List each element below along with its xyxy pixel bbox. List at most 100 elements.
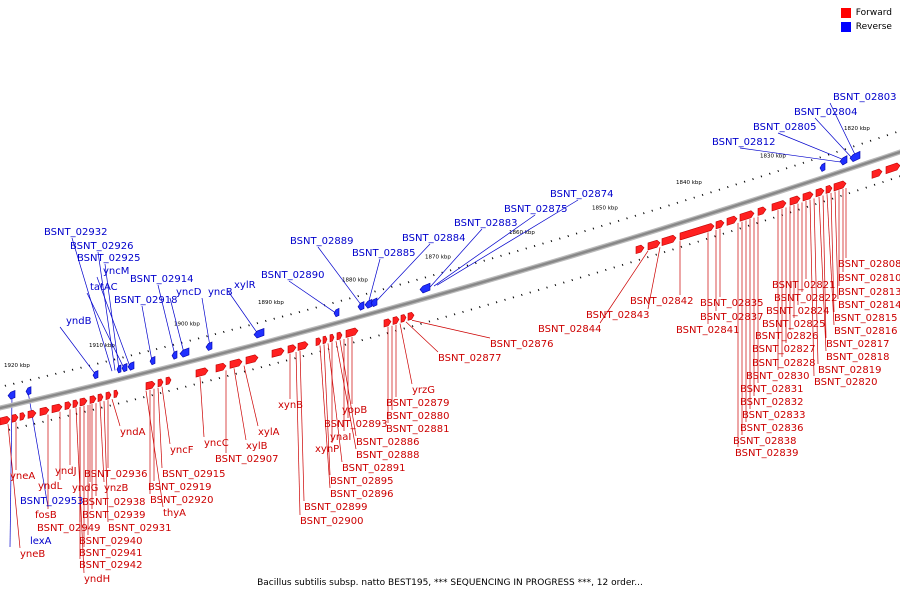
leader-line: [429, 228, 483, 288]
gene-label: yndB: [66, 316, 92, 327]
gene-label: BSNT_02880: [386, 411, 449, 422]
minor-tick: [651, 209, 654, 212]
minor-tick: [550, 239, 553, 243]
reverse-gene-arrow: [7, 390, 16, 400]
gene-label: BSNT_02907: [215, 454, 278, 465]
forward-gene-arrow: [802, 191, 814, 202]
leader-line: [299, 350, 305, 502]
gene-label: BSNT_02915: [162, 469, 225, 480]
gene-label: BSNT_02820: [814, 377, 877, 388]
minor-tick: [16, 426, 19, 429]
minor-tick: [445, 315, 448, 318]
gene-label: yncB: [208, 287, 233, 298]
forward-gene-arrow: [165, 376, 172, 386]
forward-gene-arrow: [271, 347, 285, 358]
forward-gene-arrow: [885, 162, 900, 175]
minor-tick: [361, 339, 364, 342]
minor-tick: [63, 370, 66, 373]
leader-line: [243, 365, 259, 427]
reverse-gene-arrow: [333, 307, 340, 318]
gene-label: yndG: [72, 483, 98, 494]
minor-tick: [226, 374, 229, 377]
minor-tick: [848, 192, 851, 195]
minor-tick: [252, 368, 254, 371]
forward-gene-arrow: [400, 314, 407, 323]
gene-label: BSNT_02925: [77, 253, 140, 264]
minor-tick: [235, 372, 238, 375]
minor-tick: [520, 293, 523, 296]
leader-line: [201, 297, 211, 347]
gene-label: BSNT_02941: [79, 548, 142, 559]
leader-line: [822, 195, 827, 339]
minor-tick: [642, 212, 645, 215]
minor-tick: [533, 244, 536, 248]
gene-label: BSNT_02830: [746, 371, 809, 382]
forward-gene-arrow: [215, 362, 227, 373]
gene-label: BSNT_02938: [82, 497, 145, 508]
minor-tick: [714, 235, 716, 238]
minor-tick: [8, 428, 11, 431]
minor-tick: [571, 278, 574, 282]
reverse-gene-arrow: [364, 298, 373, 309]
minor-tick: [340, 299, 343, 302]
gene-label: BSNT_02827: [752, 344, 815, 355]
minor-tick: [399, 283, 402, 286]
reverse-gene-arrow: [92, 370, 99, 380]
minor-tick: [407, 281, 410, 284]
minor-tick: [844, 148, 847, 151]
reverse-gene-arrow: [205, 341, 213, 351]
gene-label: BSNT_02893: [324, 419, 387, 430]
leader-line: [814, 117, 853, 159]
minor-tick: [243, 370, 246, 373]
minor-tick: [416, 278, 418, 281]
gene-label: BSNT_02832: [740, 397, 803, 408]
reverse-gene-arrow: [179, 347, 190, 358]
minor-tick: [542, 242, 544, 245]
gene-label: yneA: [10, 471, 35, 482]
forward-gene-arrow: [407, 311, 415, 321]
minor-tick: [436, 317, 439, 321]
caption: Bacillus subtilis subsp. natto BEST195, …: [257, 578, 643, 588]
gene-label: BSNT_02844: [538, 324, 601, 335]
gene-label: BSNT_02804: [794, 107, 857, 118]
minor-tick: [285, 359, 288, 362]
minor-tick: [214, 332, 217, 336]
forward-gene-arrow: [789, 195, 801, 206]
leader-line: [227, 290, 259, 335]
forward-gene-arrow: [39, 406, 50, 416]
minor-tick: [827, 153, 830, 156]
minor-tick: [138, 352, 141, 355]
minor-tick: [487, 303, 490, 306]
forward-gene-arrow: [19, 412, 26, 421]
minor-tick: [218, 376, 221, 380]
minor-tick: [584, 229, 586, 233]
minor-tick: [67, 414, 70, 417]
minor-tick: [558, 237, 561, 240]
minor-tick: [873, 183, 876, 186]
minor-tick: [747, 224, 750, 227]
minor-tick: [718, 188, 721, 191]
minor-tick: [206, 335, 208, 338]
gene-label: BSNT_02877: [438, 353, 501, 364]
legend-reverse: Reverse: [840, 22, 892, 32]
leader-line: [599, 250, 649, 324]
forward-gene-arrow: [329, 333, 335, 343]
forward-gene-arrow: [679, 223, 715, 241]
minor-tick: [772, 216, 775, 219]
forward-gene-arrow: [113, 389, 119, 399]
minor-tick: [96, 362, 99, 365]
minor-tick: [617, 219, 620, 222]
minor-tick: [151, 394, 154, 397]
minor-tick: [374, 290, 376, 293]
gene-label: BSNT_02919: [148, 482, 211, 493]
minor-tick: [38, 376, 40, 379]
minor-tick: [239, 326, 242, 329]
minor-tick: [777, 169, 780, 173]
forward-gene-arrow: [157, 378, 164, 388]
forward-gene-arrow: [825, 184, 833, 194]
minor-tick: [554, 283, 557, 287]
gene-label: BSNT_02821: [772, 280, 835, 291]
gene-label: BSNT_02842: [630, 296, 693, 307]
leader-line: [288, 280, 337, 314]
reverse-gene-arrow: [116, 364, 122, 374]
